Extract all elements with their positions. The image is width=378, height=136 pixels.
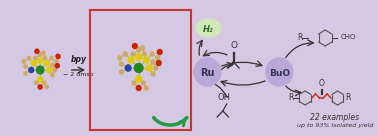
- Text: R: R: [297, 33, 302, 42]
- Circle shape: [136, 54, 141, 60]
- Circle shape: [132, 81, 136, 85]
- Circle shape: [56, 54, 60, 58]
- Text: R: R: [288, 94, 294, 103]
- Circle shape: [157, 50, 162, 55]
- Circle shape: [144, 86, 148, 90]
- Circle shape: [134, 64, 143, 72]
- Circle shape: [119, 62, 123, 66]
- Circle shape: [45, 85, 48, 89]
- Circle shape: [34, 56, 37, 60]
- Ellipse shape: [196, 19, 221, 37]
- Circle shape: [156, 56, 160, 60]
- Text: H₂: H₂: [203, 24, 214, 33]
- Text: up to 93% isolated yield: up to 93% isolated yield: [297, 123, 373, 129]
- Circle shape: [50, 56, 53, 60]
- Text: OH: OH: [217, 93, 230, 102]
- Circle shape: [266, 58, 293, 86]
- Text: bpy: bpy: [70, 55, 87, 64]
- Circle shape: [125, 65, 131, 71]
- Circle shape: [55, 60, 58, 63]
- Circle shape: [119, 70, 123, 74]
- Circle shape: [43, 56, 46, 60]
- Circle shape: [136, 86, 141, 90]
- Text: CHO: CHO: [341, 34, 356, 40]
- Circle shape: [125, 65, 131, 71]
- Text: − 2 dmso: − 2 dmso: [63, 72, 94, 77]
- Circle shape: [46, 67, 51, 72]
- Circle shape: [38, 77, 43, 82]
- Circle shape: [150, 52, 154, 56]
- Text: O: O: [318, 79, 324, 88]
- Circle shape: [143, 52, 146, 56]
- Text: O: O: [231, 41, 238, 50]
- Circle shape: [131, 52, 135, 56]
- Text: 22 examples: 22 examples: [310, 112, 359, 121]
- Circle shape: [156, 61, 161, 66]
- Text: BuO: BuO: [269, 69, 290, 78]
- Circle shape: [137, 48, 141, 52]
- Circle shape: [38, 85, 42, 89]
- Circle shape: [42, 51, 45, 55]
- Circle shape: [128, 57, 134, 63]
- Circle shape: [154, 66, 158, 70]
- Circle shape: [34, 81, 38, 84]
- Circle shape: [51, 63, 54, 67]
- Circle shape: [118, 56, 121, 60]
- Circle shape: [44, 61, 49, 66]
- Circle shape: [151, 60, 155, 64]
- Circle shape: [151, 72, 155, 76]
- Circle shape: [51, 73, 54, 77]
- Circle shape: [27, 56, 30, 60]
- Circle shape: [136, 76, 141, 82]
- Text: Ru: Ru: [200, 68, 215, 78]
- Circle shape: [123, 52, 127, 56]
- Circle shape: [144, 57, 149, 63]
- Circle shape: [146, 65, 152, 71]
- Circle shape: [37, 66, 44, 74]
- Circle shape: [55, 64, 59, 68]
- Circle shape: [141, 81, 146, 85]
- Circle shape: [53, 68, 56, 72]
- Circle shape: [29, 67, 34, 72]
- Circle shape: [38, 58, 43, 63]
- Circle shape: [141, 46, 144, 50]
- Circle shape: [194, 58, 221, 86]
- Circle shape: [43, 81, 46, 84]
- Text: R: R: [345, 94, 351, 103]
- Circle shape: [132, 44, 137, 49]
- Circle shape: [22, 60, 26, 63]
- Circle shape: [35, 49, 39, 53]
- Circle shape: [24, 72, 27, 75]
- Circle shape: [31, 61, 36, 66]
- Circle shape: [39, 53, 42, 56]
- Circle shape: [24, 65, 27, 68]
- Circle shape: [29, 67, 34, 72]
